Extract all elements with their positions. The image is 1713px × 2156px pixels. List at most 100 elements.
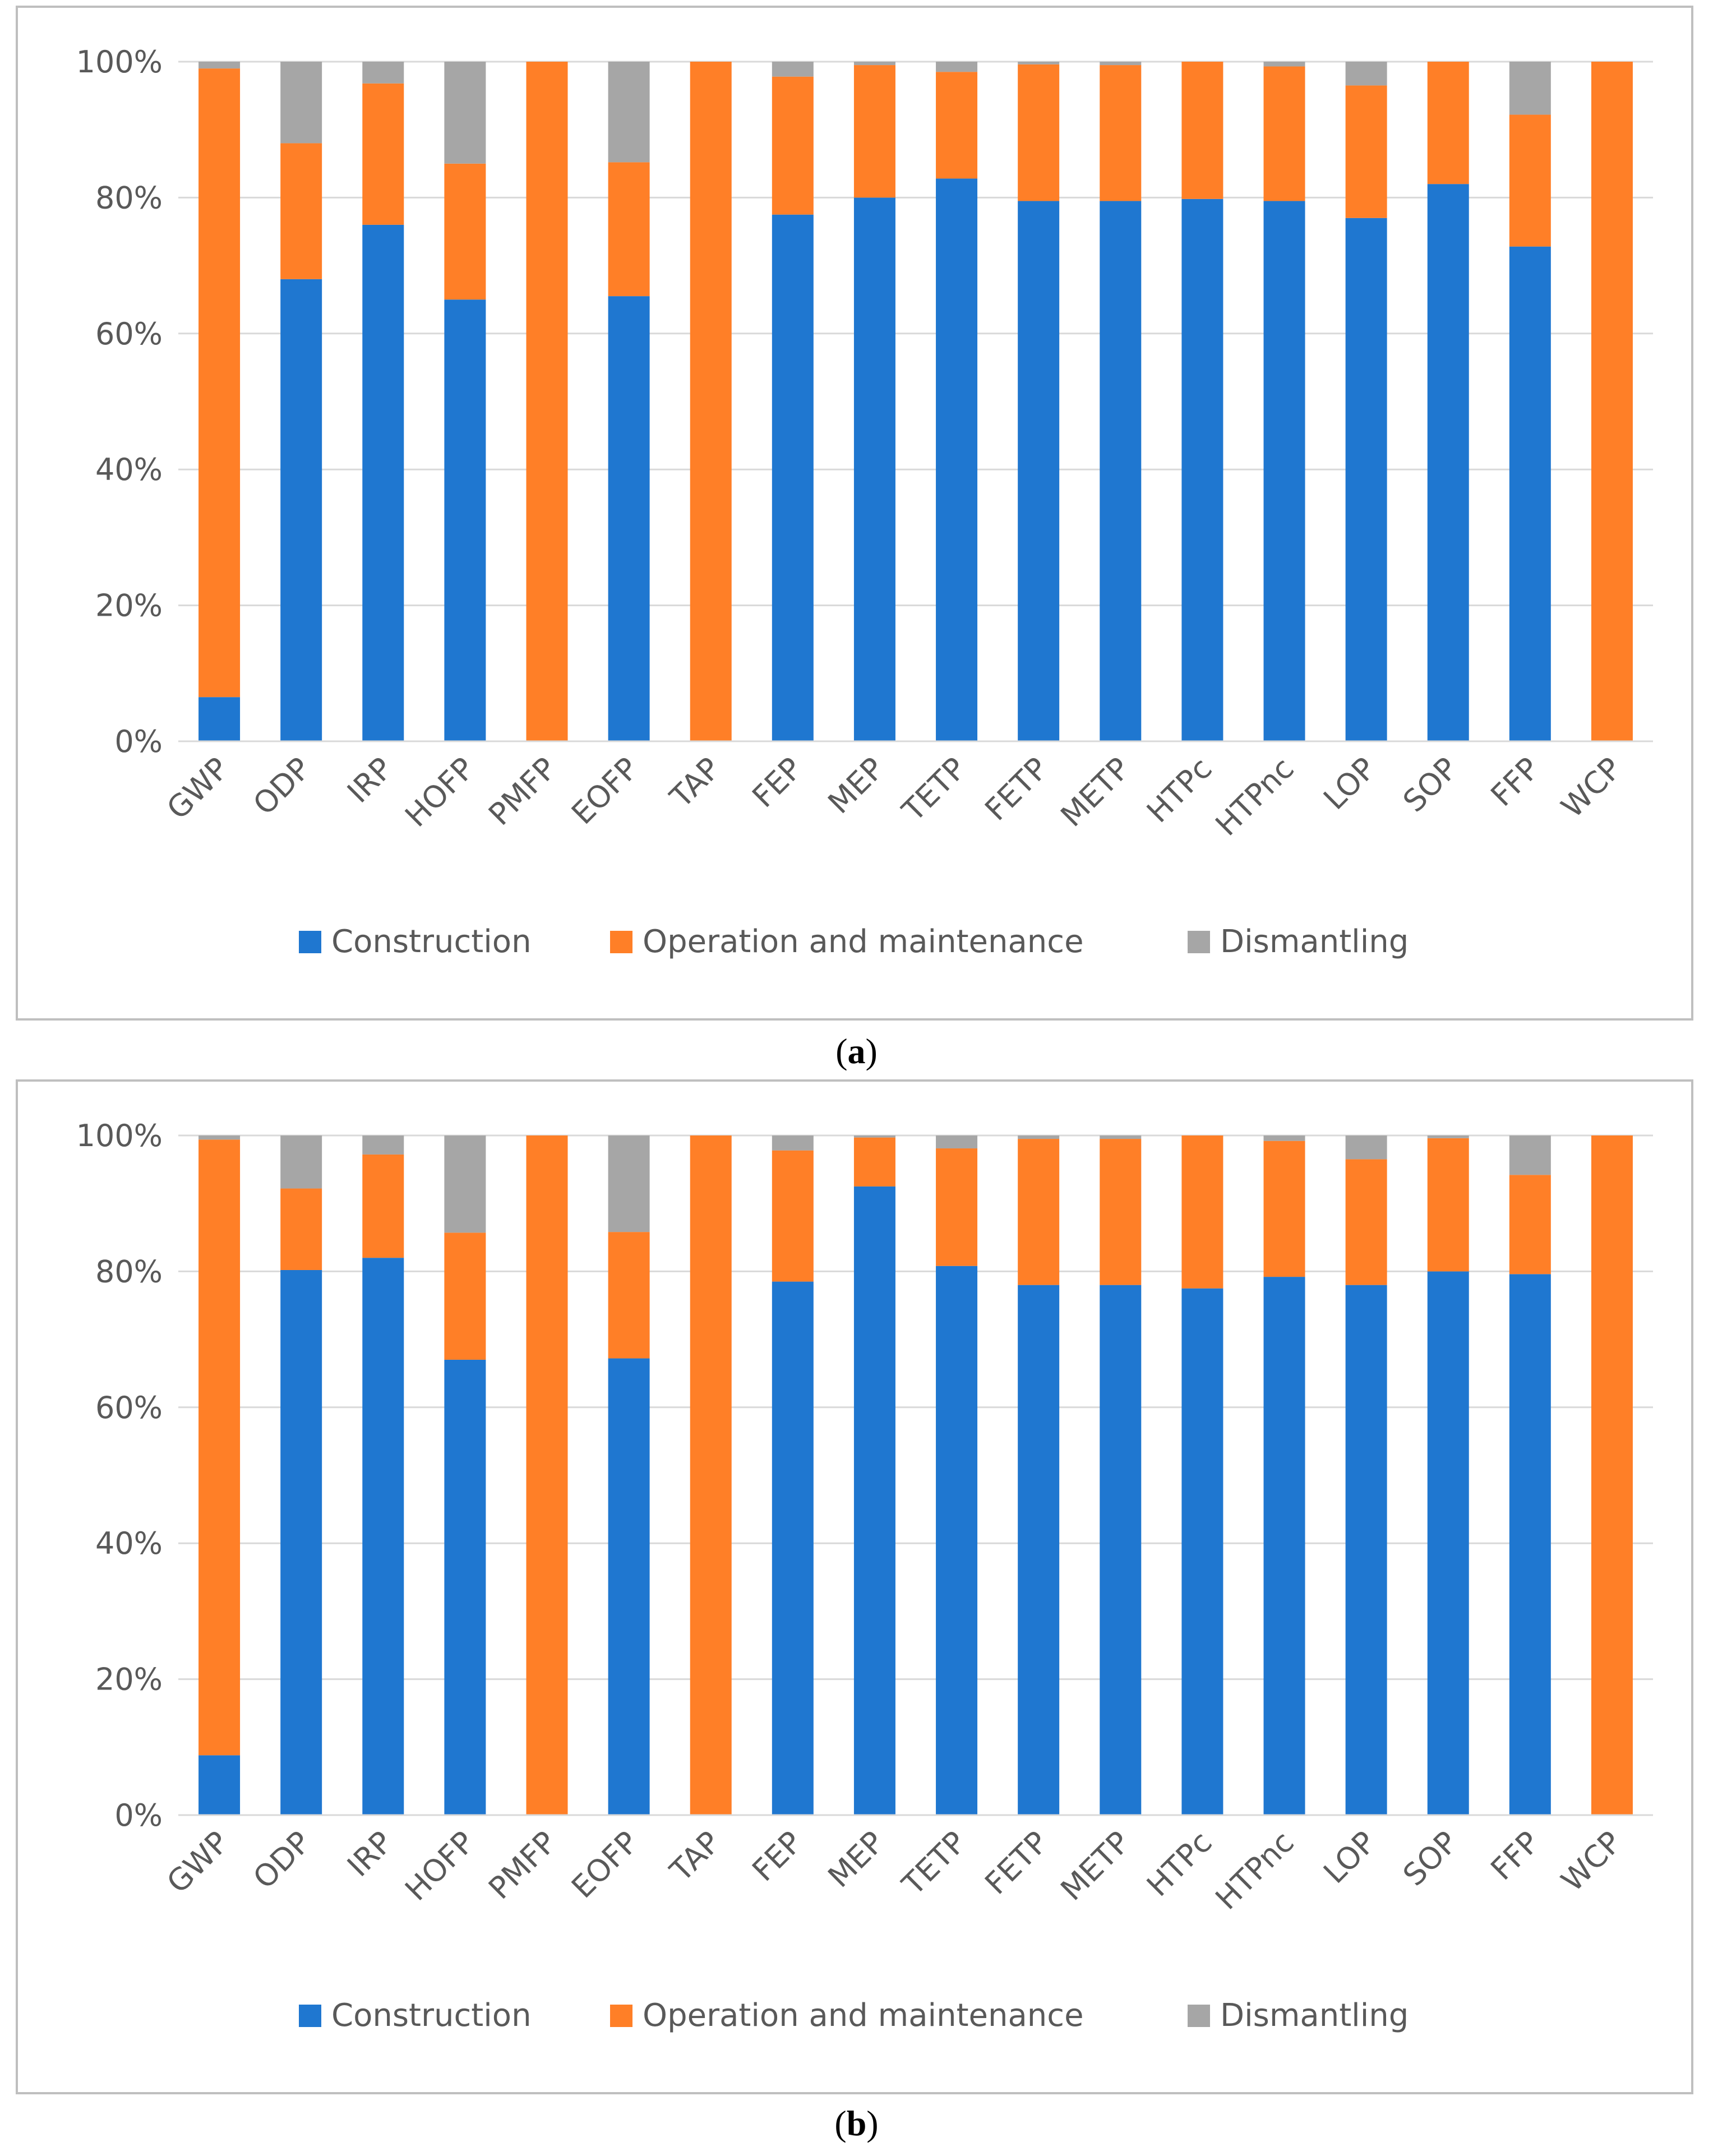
bar-construction-ffp bbox=[1509, 1274, 1551, 1815]
bar-construction-hofp bbox=[444, 299, 486, 741]
bar-construction-eofp bbox=[608, 1358, 650, 1815]
gridlines bbox=[178, 61, 1653, 607]
y-tick-label: 40% bbox=[95, 1526, 163, 1561]
y-tick-label: 20% bbox=[95, 588, 163, 624]
bar-dismantling-fep bbox=[772, 1135, 814, 1151]
bar-operation-and-maintenance-tetp bbox=[936, 72, 978, 179]
bar-dismantling-tetp bbox=[936, 1135, 978, 1149]
legend-label-construction: Construction bbox=[331, 1997, 532, 2034]
bar-construction-htpc bbox=[1181, 198, 1223, 742]
caption-b: (b) bbox=[834, 2103, 879, 2143]
caption-letter-b: b bbox=[846, 2103, 867, 2143]
y-tick-labels: 0% 20% 40% 60% 80% 100% bbox=[76, 44, 163, 759]
bar-construction-irp bbox=[362, 1258, 404, 1815]
y-tick-label: 60% bbox=[95, 316, 163, 352]
bar-operation-and-maintenance-gwp bbox=[198, 1139, 241, 1756]
bar-construction-fetp bbox=[1018, 1285, 1060, 1815]
legend-swatch-operation-and-maintenance bbox=[610, 931, 632, 953]
bar-operation-and-maintenance-irp bbox=[362, 83, 404, 225]
bar-dismantling-mep bbox=[853, 62, 895, 66]
bar-operation-and-maintenance-eofp bbox=[608, 1232, 650, 1359]
bar-operation-and-maintenance-htpnc bbox=[1263, 66, 1305, 201]
y-tick-label: 20% bbox=[95, 1662, 163, 1697]
bar-operation-and-maintenance-wcp bbox=[1591, 1135, 1633, 1815]
bar-dismantling-ffp bbox=[1509, 1135, 1551, 1175]
bar-operation-and-maintenance-irp bbox=[362, 1154, 404, 1258]
legend-swatch-construction bbox=[299, 2005, 321, 2027]
bar-construction-lop bbox=[1345, 1285, 1387, 1815]
bar-construction-eofp bbox=[608, 296, 650, 741]
bar-dismantling-htpnc bbox=[1263, 62, 1305, 67]
bar-operation-and-maintenance-fep bbox=[772, 1150, 814, 1282]
bar-operation-and-maintenance-gwp bbox=[198, 68, 241, 698]
bar-construction-fep bbox=[772, 1281, 814, 1815]
bar-operation-and-maintenance-hofp bbox=[444, 1232, 486, 1360]
bar-construction-gwp bbox=[198, 1755, 241, 1815]
bar-construction-htpnc bbox=[1263, 1277, 1305, 1815]
legend-swatch-operation-and-maintenance bbox=[610, 2005, 632, 2027]
bar-dismantling-eofp bbox=[608, 62, 650, 163]
legend-swatch-construction bbox=[299, 931, 321, 953]
caption-letter-a: a bbox=[847, 1031, 866, 1071]
gridlines bbox=[178, 1134, 1653, 1681]
bar-dismantling-hofp bbox=[444, 62, 486, 164]
bar-dismantling-fetp bbox=[1018, 62, 1060, 64]
bar-construction-sop bbox=[1427, 1271, 1469, 1815]
bar-construction-fep bbox=[772, 214, 814, 741]
bar-dismantling-htpnc bbox=[1263, 1135, 1305, 1141]
legend-label-operation-and-maintenance: Operation and maintenance bbox=[643, 1997, 1084, 2034]
bar-construction-fetp bbox=[1018, 201, 1060, 742]
y-tick-label: 100% bbox=[76, 44, 163, 80]
bar-construction-irp bbox=[362, 224, 404, 741]
bar-operation-and-maintenance-sop bbox=[1427, 62, 1469, 184]
legend-swatch-dismantling bbox=[1188, 2005, 1210, 2027]
y-tick-label: 0% bbox=[114, 724, 163, 759]
bar-operation-and-maintenance-hofp bbox=[444, 163, 486, 300]
bar-operation-and-maintenance-metp bbox=[1100, 65, 1142, 201]
bar-operation-and-maintenance-pmfp bbox=[526, 62, 568, 741]
y-tick-label: 40% bbox=[95, 452, 163, 487]
legend: Construction Operation and maintenance Dis… bbox=[299, 1997, 1409, 2034]
bar-dismantling-gwp bbox=[198, 1135, 241, 1140]
bar-construction-tetp bbox=[936, 178, 978, 741]
bar-dismantling-eofp bbox=[608, 1135, 650, 1232]
bar-construction-hofp bbox=[444, 1359, 486, 1815]
bar-construction-mep bbox=[853, 197, 895, 741]
y-tick-label: 0% bbox=[114, 1798, 163, 1833]
bar-dismantling-fep bbox=[772, 62, 814, 77]
bar-operation-and-maintenance-eofp bbox=[608, 162, 650, 297]
legend-label-construction: Construction bbox=[331, 924, 532, 960]
bar-operation-and-maintenance-ffp bbox=[1509, 1175, 1551, 1275]
bar-construction-htpnc bbox=[1263, 201, 1305, 742]
bar-operation-and-maintenance-tetp bbox=[936, 1148, 978, 1266]
legend-swatch-dismantling bbox=[1188, 931, 1210, 953]
bar-dismantling-irp bbox=[362, 1135, 404, 1155]
bar-dismantling-lop bbox=[1345, 1135, 1387, 1160]
bar-construction-mep bbox=[853, 1186, 895, 1815]
bar-operation-and-maintenance-fep bbox=[772, 76, 814, 215]
bar-operation-and-maintenance-htpc bbox=[1181, 62, 1223, 199]
y-tick-label: 100% bbox=[76, 1118, 163, 1153]
bar-dismantling-gwp bbox=[198, 62, 241, 69]
bar-operation-and-maintenance-htpc bbox=[1181, 1135, 1223, 1289]
bar-construction-odp bbox=[280, 1269, 322, 1815]
bar-dismantling-odp bbox=[280, 1135, 322, 1189]
bar-dismantling-ffp bbox=[1509, 62, 1551, 115]
bar-operation-and-maintenance-fetp bbox=[1018, 1139, 1060, 1285]
legend-label-dismantling: Dismantling bbox=[1220, 924, 1409, 960]
bar-dismantling-mep bbox=[853, 1135, 895, 1138]
bar-dismantling-metp bbox=[1100, 1135, 1142, 1139]
bar-operation-and-maintenance-metp bbox=[1100, 1139, 1142, 1285]
bar-dismantling-metp bbox=[1100, 62, 1142, 66]
bar-construction-odp bbox=[280, 279, 322, 742]
bar-construction-htpc bbox=[1181, 1288, 1223, 1815]
bar-dismantling-lop bbox=[1345, 62, 1387, 86]
bar-operation-and-maintenance-lop bbox=[1345, 85, 1387, 218]
bar-operation-and-maintenance-odp bbox=[280, 1188, 322, 1270]
bar-construction-ffp bbox=[1509, 246, 1551, 741]
bar-operation-and-maintenance-fetp bbox=[1018, 64, 1060, 201]
y-tick-label: 80% bbox=[95, 180, 163, 215]
bar-dismantling-tetp bbox=[936, 62, 978, 72]
bar-construction-gwp bbox=[198, 697, 241, 741]
